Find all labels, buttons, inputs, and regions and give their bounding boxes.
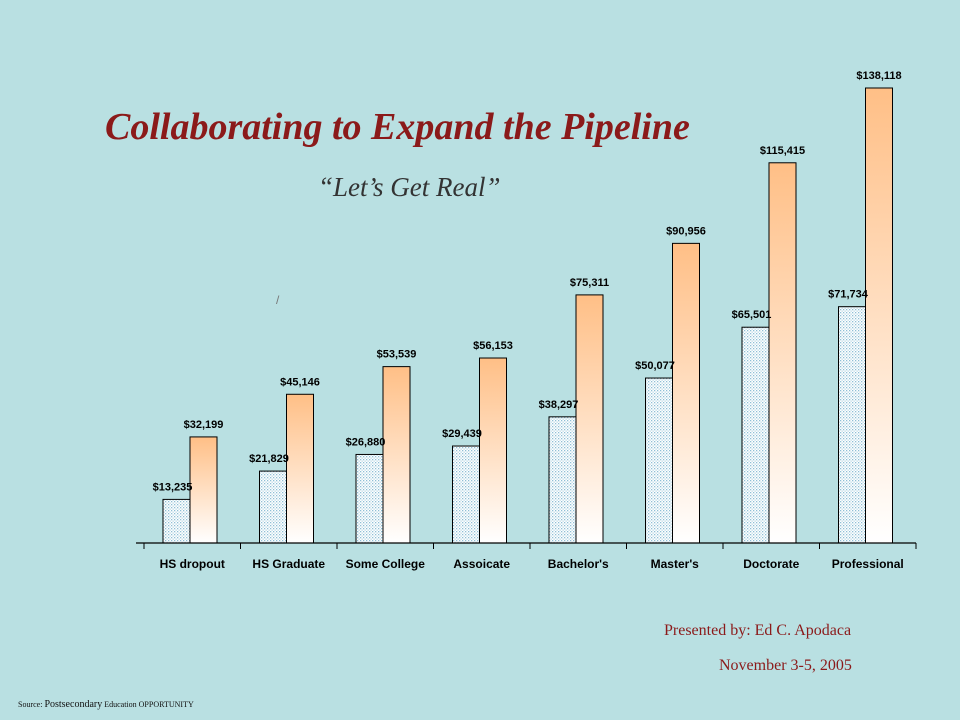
bar-some-college-series-1 (355, 453, 384, 544)
presenter-credit: Presented by: Ed C. Apodaca (664, 622, 852, 639)
source-word: Postsecondary (44, 699, 103, 710)
bar-professional-series-1 (838, 306, 866, 544)
value-label-some-college-series-1: $26,880 (346, 436, 386, 448)
value-label-professional-series-2: $138,118 (856, 70, 901, 82)
category-label-some-college: Some College (346, 557, 426, 571)
slide-subtitle: “Let’s Get Real” (318, 172, 501, 202)
source-note: Source: Postsecondary Education OPPORTUN… (18, 699, 194, 710)
bar-hs-dropout-series-2 (189, 436, 218, 544)
value-label-assoicate-series-1: $29,439 (442, 428, 482, 440)
bar-hs-graduate-series-2 (286, 393, 314, 544)
bar-professional-series-2 (865, 87, 893, 544)
source-rest: Education OPPORTUNITY (104, 700, 194, 709)
bar-master-s-series-1 (645, 377, 673, 544)
slide-title: Collaborating to Expand the Pipeline (105, 106, 690, 148)
category-label-doctorate: Doctorate (743, 557, 799, 571)
bar-doctorate-series-1 (741, 326, 770, 544)
bar-doctorate-series-2 (768, 162, 797, 544)
bar-assoicate-series-1 (452, 445, 480, 544)
bar-hs-dropout-series-1 (162, 498, 191, 544)
category-label-professional: Professional (832, 557, 904, 571)
category-label-bachelor-s: Bachelor's (548, 557, 609, 571)
value-label-master-s-series-2: $90,956 (666, 225, 706, 237)
value-label-bachelor-s-series-1: $38,297 (539, 399, 579, 411)
bar-bachelor-s-series-1 (548, 416, 577, 544)
category-label-assoicate: Assoicate (453, 557, 510, 571)
value-label-hs-dropout-series-1: $13,235 (153, 481, 193, 493)
value-label-some-college-series-2: $53,539 (377, 349, 417, 361)
value-label-assoicate-series-2: $56,153 (473, 340, 513, 352)
stray-slash-mark: / (276, 293, 280, 307)
bar-assoicate-series-2 (479, 357, 507, 544)
bar-some-college-series-2 (382, 366, 411, 544)
bar-master-s-series-2 (672, 242, 700, 544)
value-label-hs-dropout-series-2: $32,199 (184, 419, 224, 431)
category-label-hs-graduate: HS Graduate (252, 557, 325, 571)
bar-hs-graduate-series-1 (259, 470, 287, 544)
presentation-date: November 3-5, 2005 (719, 657, 852, 674)
source-prefix: Source: (18, 700, 43, 709)
value-label-doctorate-series-2: $115,415 (760, 145, 805, 157)
value-label-professional-series-1: $71,734 (828, 289, 869, 301)
bar-bachelor-s-series-2 (575, 294, 604, 544)
value-label-bachelor-s-series-2: $75,311 (570, 277, 609, 289)
category-label-master-s: Master's (651, 557, 700, 571)
value-label-master-s-series-1: $50,077 (635, 360, 675, 372)
value-label-doctorate-series-1: $65,501 (732, 309, 772, 321)
value-label-hs-graduate-series-1: $21,829 (249, 453, 289, 465)
category-label-hs-dropout: HS dropout (160, 557, 225, 571)
value-label-hs-graduate-series-2: $45,146 (280, 376, 320, 388)
